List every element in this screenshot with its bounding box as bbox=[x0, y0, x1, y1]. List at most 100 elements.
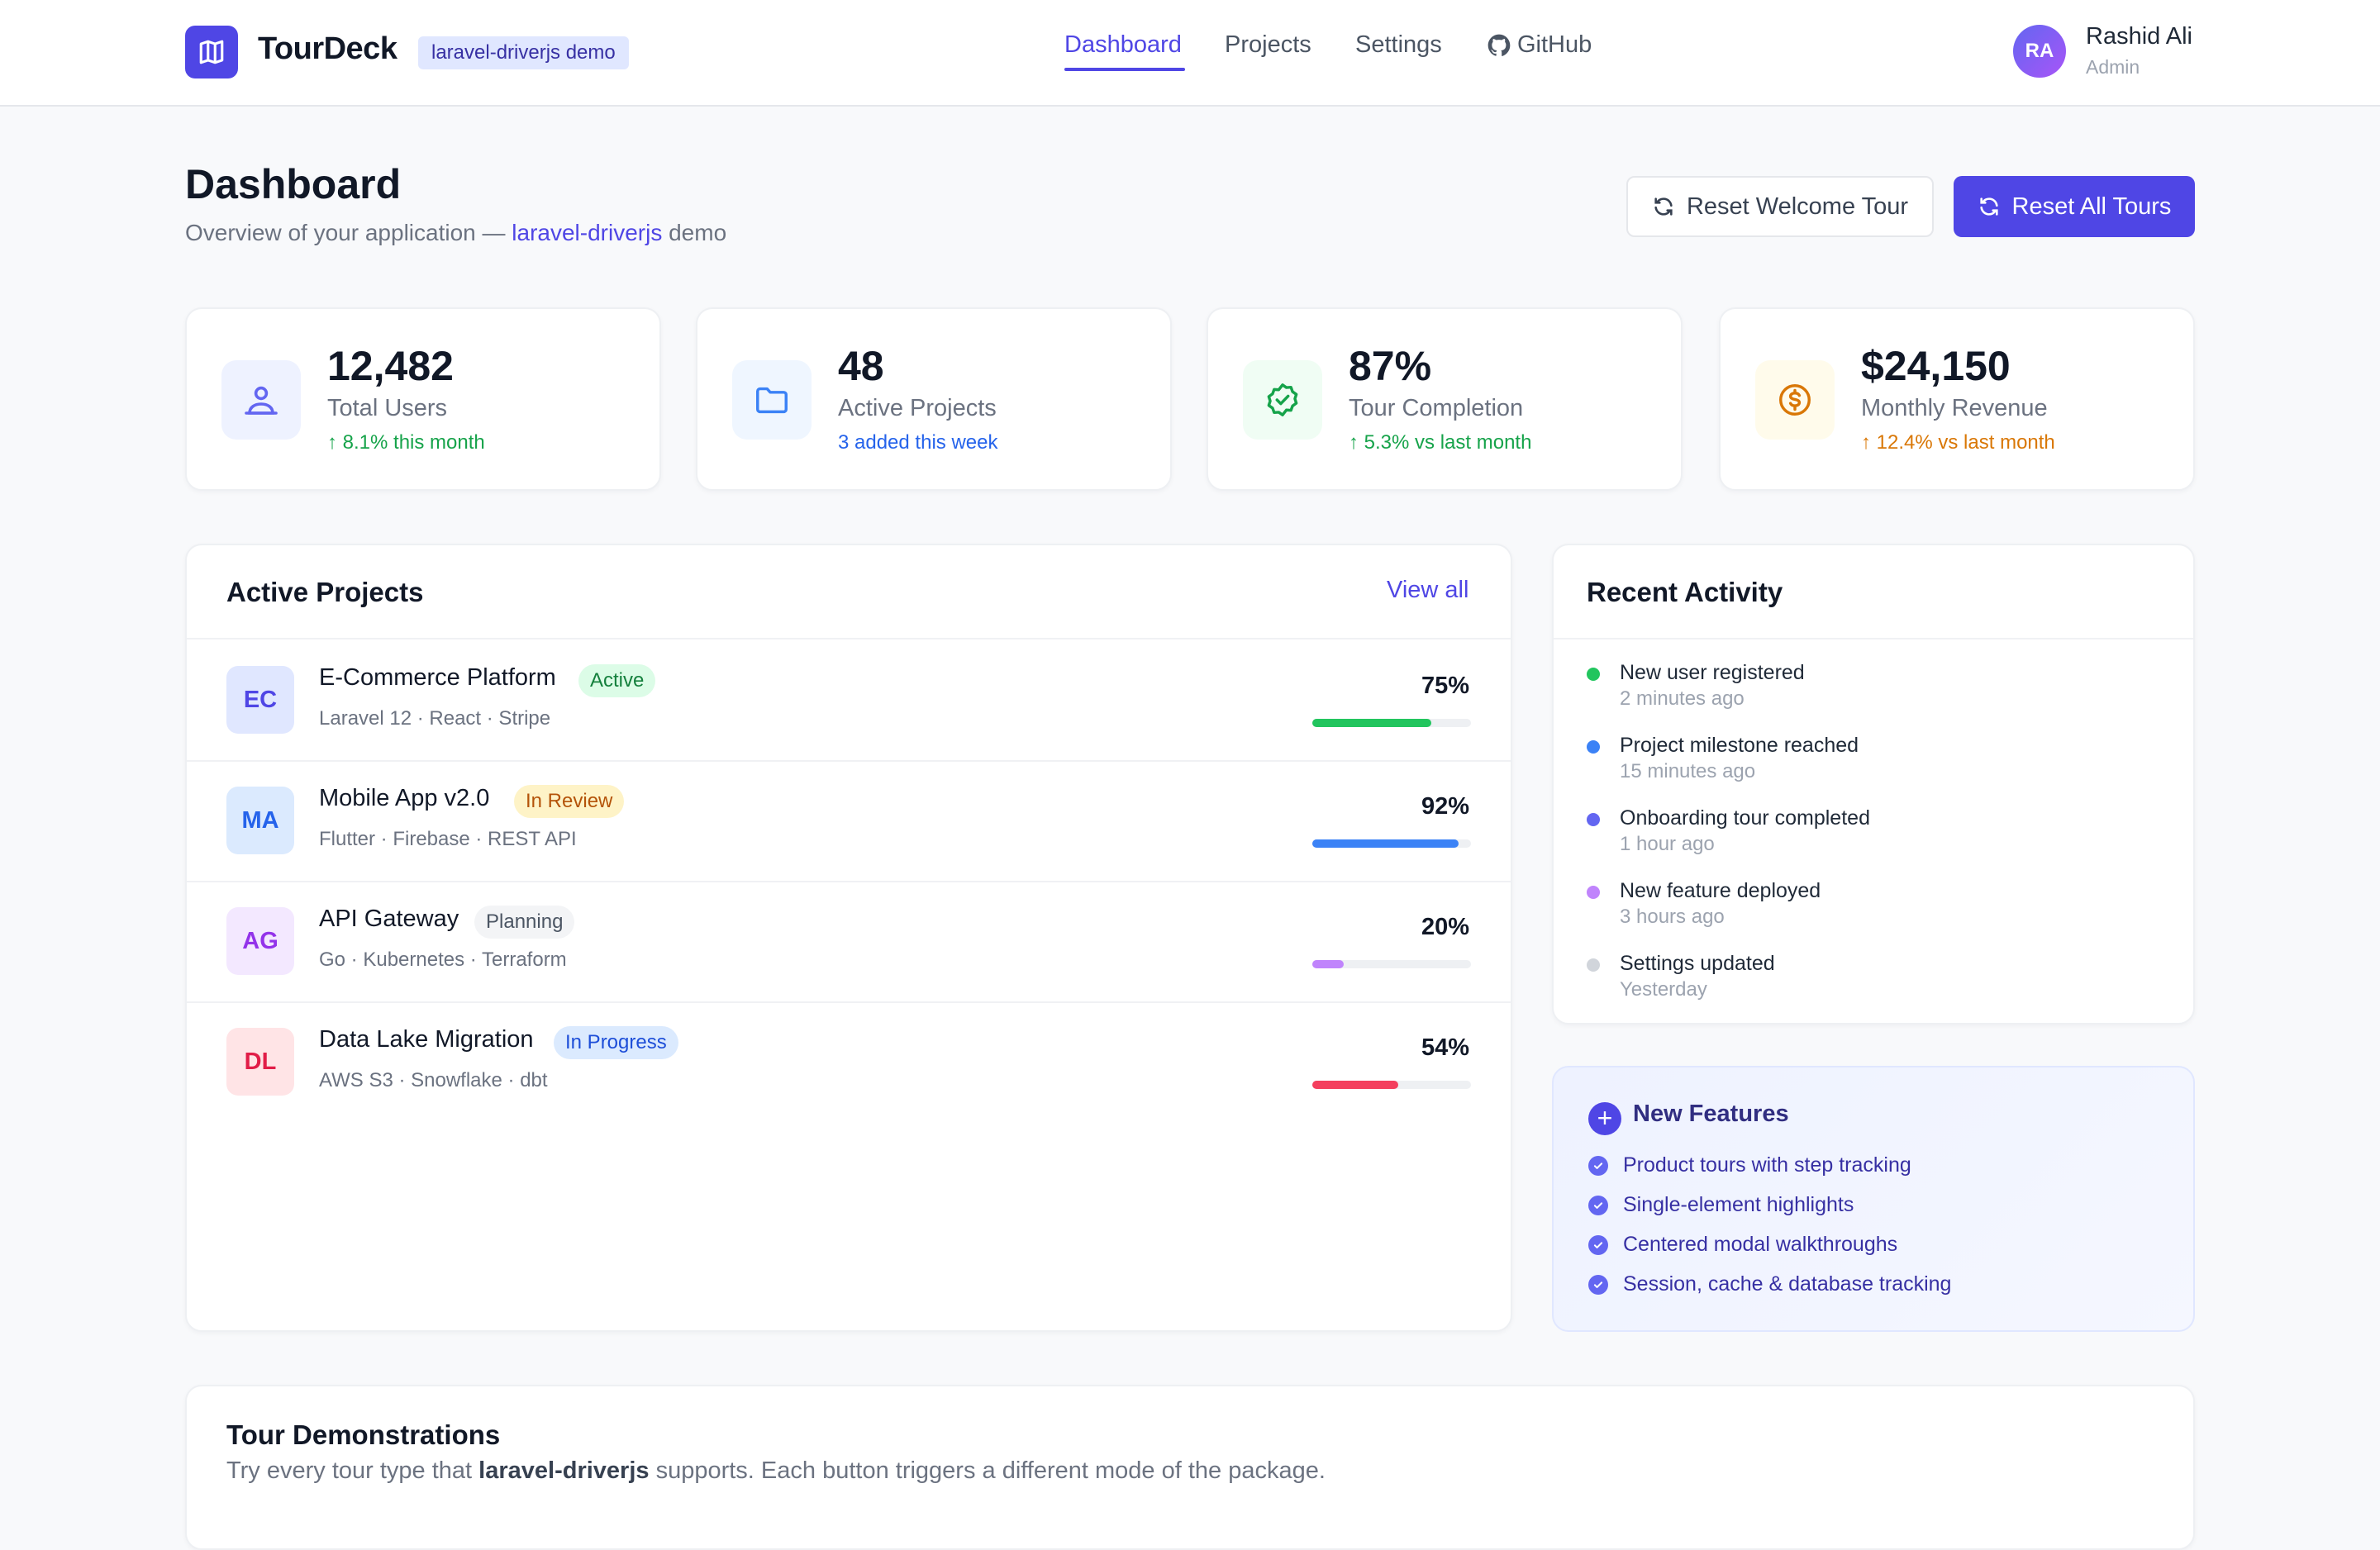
reset-welcome-label: Reset Welcome Tour bbox=[1686, 193, 1909, 220]
feature-item: Product tours with step tracking bbox=[1588, 1153, 1911, 1177]
activity-title: Onboarding tour completed bbox=[1620, 806, 1870, 830]
feature-item: Single-element highlights bbox=[1588, 1193, 1854, 1217]
stat-card-active-projects: 48 Active Projects 3 added this week bbox=[696, 307, 1172, 491]
project-avatar: EC bbox=[226, 666, 294, 734]
stat-delta: ↑ 5.3% vs last month bbox=[1349, 431, 1532, 454]
stat-label: Monthly Revenue bbox=[1861, 395, 2048, 421]
panel-title: Active Projects bbox=[226, 577, 424, 607]
stat-value: 12,482 bbox=[327, 343, 454, 389]
stat-card-total-users: 12,482 Total Users ↑ 8.1% this month bbox=[185, 307, 661, 491]
page-subtitle: Overview of your application — laravel-d… bbox=[185, 220, 726, 246]
nav-projects[interactable]: Projects bbox=[1225, 31, 1311, 58]
nav-active-indicator bbox=[1064, 68, 1185, 71]
progress-bar bbox=[1312, 1081, 1471, 1089]
progress-bar bbox=[1312, 960, 1471, 968]
progress-percent: 54% bbox=[1421, 1034, 1469, 1061]
dollar-icon bbox=[1755, 360, 1835, 440]
panel-title: Recent Activity bbox=[1587, 577, 1783, 607]
project-row[interactable]: EC E-Commerce Platform Active Laravel 12… bbox=[187, 639, 1511, 760]
stat-label: Tour Completion bbox=[1349, 395, 1524, 421]
activity-dot bbox=[1587, 958, 1600, 972]
feature-label: Session, cache & database tracking bbox=[1623, 1272, 1952, 1296]
stat-card-tour-completion: 87% Tour Completion ↑ 5.3% vs last month bbox=[1207, 307, 1683, 491]
logo-book-icon[interactable] bbox=[185, 26, 238, 78]
divider bbox=[187, 638, 1511, 639]
user-name[interactable]: Rashid Ali bbox=[2086, 23, 2192, 50]
check-circle-icon bbox=[1588, 1195, 1608, 1215]
progress-percent: 75% bbox=[1421, 673, 1469, 699]
progress-fill bbox=[1312, 839, 1459, 848]
status-badge: In Progress bbox=[554, 1026, 678, 1059]
nav-github[interactable]: GitHub bbox=[1486, 31, 1592, 59]
activity-time: 15 minutes ago bbox=[1620, 760, 1756, 782]
subtitle-suffix: demo bbox=[662, 220, 727, 245]
top-navbar: TourDeck laravel-driverjs demo Dashboard… bbox=[0, 0, 2380, 107]
progress-bar bbox=[1312, 839, 1471, 848]
check-circle-icon bbox=[1588, 1155, 1608, 1176]
progress-fill bbox=[1312, 960, 1345, 968]
project-avatar: MA bbox=[226, 787, 294, 854]
panel-description: Try every tour type that laravel-driverj… bbox=[226, 1457, 1326, 1485]
feature-label: Product tours with step tracking bbox=[1623, 1153, 1911, 1177]
stat-value: 48 bbox=[838, 343, 884, 389]
github-icon bbox=[1488, 34, 1511, 56]
divider bbox=[187, 1001, 1511, 1003]
activity-time: 1 hour ago bbox=[1620, 833, 1715, 855]
feature-label: Centered modal walkthroughs bbox=[1623, 1233, 1898, 1256]
feature-label: Single-element highlights bbox=[1623, 1193, 1854, 1216]
project-stack: Go · Kubernetes · Terraform bbox=[319, 949, 567, 971]
stat-label: Total Users bbox=[327, 395, 448, 421]
activity-time: 3 hours ago bbox=[1620, 906, 1725, 928]
project-stack: Flutter · Firebase · REST API bbox=[319, 828, 577, 850]
reset-all-label: Reset All Tours bbox=[2011, 193, 2172, 220]
activity-title: New user registered bbox=[1620, 661, 1805, 684]
tour-demonstrations-panel: Tour Demonstrations Try every tour type … bbox=[185, 1385, 2195, 1550]
divider bbox=[187, 881, 1511, 882]
progress-fill bbox=[1312, 1081, 1398, 1089]
feature-item: Session, cache & database tracking bbox=[1588, 1272, 1951, 1296]
active-projects-panel: Active Projects View all EC E-Commerce P… bbox=[185, 544, 1512, 1332]
new-features-panel: + New Features Product tours with step t… bbox=[1552, 1066, 2195, 1332]
project-row[interactable]: AG API Gateway Planning Go · Kubernetes … bbox=[187, 881, 1511, 1001]
nav-dashboard[interactable]: Dashboard bbox=[1064, 31, 1182, 58]
project-name: Data Lake Migration bbox=[319, 1026, 534, 1053]
view-all-link[interactable]: View all bbox=[1387, 577, 1469, 603]
stat-label: Active Projects bbox=[838, 395, 997, 421]
activity-time: Yesterday bbox=[1620, 978, 1707, 1001]
nav-settings[interactable]: Settings bbox=[1355, 31, 1442, 58]
check-circle-icon bbox=[1588, 1274, 1608, 1295]
user-avatar[interactable]: RA bbox=[2013, 25, 2066, 78]
divider bbox=[187, 760, 1511, 762]
refresh-icon bbox=[1654, 197, 1673, 216]
panel-title: New Features bbox=[1633, 1101, 1789, 1127]
activity-dot bbox=[1587, 740, 1600, 754]
activity-title: Settings updated bbox=[1620, 952, 1775, 975]
divider bbox=[1554, 638, 2193, 639]
reset-welcome-tour-button[interactable]: Reset Welcome Tour bbox=[1626, 176, 1934, 237]
feature-item: Centered modal walkthroughs bbox=[1588, 1233, 1897, 1257]
project-name: API Gateway bbox=[319, 906, 459, 932]
activity-dot bbox=[1587, 886, 1600, 899]
status-badge: In Review bbox=[514, 785, 625, 818]
panel-title: Tour Demonstrations bbox=[226, 1419, 501, 1450]
subtitle-link[interactable]: laravel-driverjs bbox=[512, 220, 663, 245]
activity-title: Project milestone reached bbox=[1620, 734, 1859, 757]
status-badge: Planning bbox=[474, 906, 575, 939]
project-row[interactable]: DL Data Lake Migration In Progress AWS S… bbox=[187, 1001, 1511, 1122]
recent-activity-panel: Recent Activity New user registered 2 mi… bbox=[1552, 544, 2195, 1025]
project-name: Mobile App v2.0 bbox=[319, 785, 490, 811]
reset-all-tours-button[interactable]: Reset All Tours bbox=[1954, 176, 2195, 237]
activity-time: 2 minutes ago bbox=[1620, 687, 1745, 710]
check-circle-icon bbox=[1588, 1234, 1608, 1255]
stat-card-monthly-revenue: $24,150 Monthly Revenue ↑ 12.4% vs last … bbox=[1719, 307, 2195, 491]
project-row[interactable]: MA Mobile App v2.0 In Review Flutter · F… bbox=[187, 760, 1511, 881]
nav-github-label: GitHub bbox=[1517, 31, 1592, 58]
stat-value: $24,150 bbox=[1861, 343, 2011, 389]
brand-name[interactable]: TourDeck bbox=[258, 31, 397, 66]
users-icon bbox=[221, 360, 301, 440]
folder-icon bbox=[732, 360, 812, 440]
desc-prefix: Try every tour type that bbox=[226, 1457, 479, 1484]
refresh-icon bbox=[1979, 197, 1998, 216]
demo-badge: laravel-driverjs demo bbox=[418, 36, 629, 69]
activity-dot bbox=[1587, 813, 1600, 826]
